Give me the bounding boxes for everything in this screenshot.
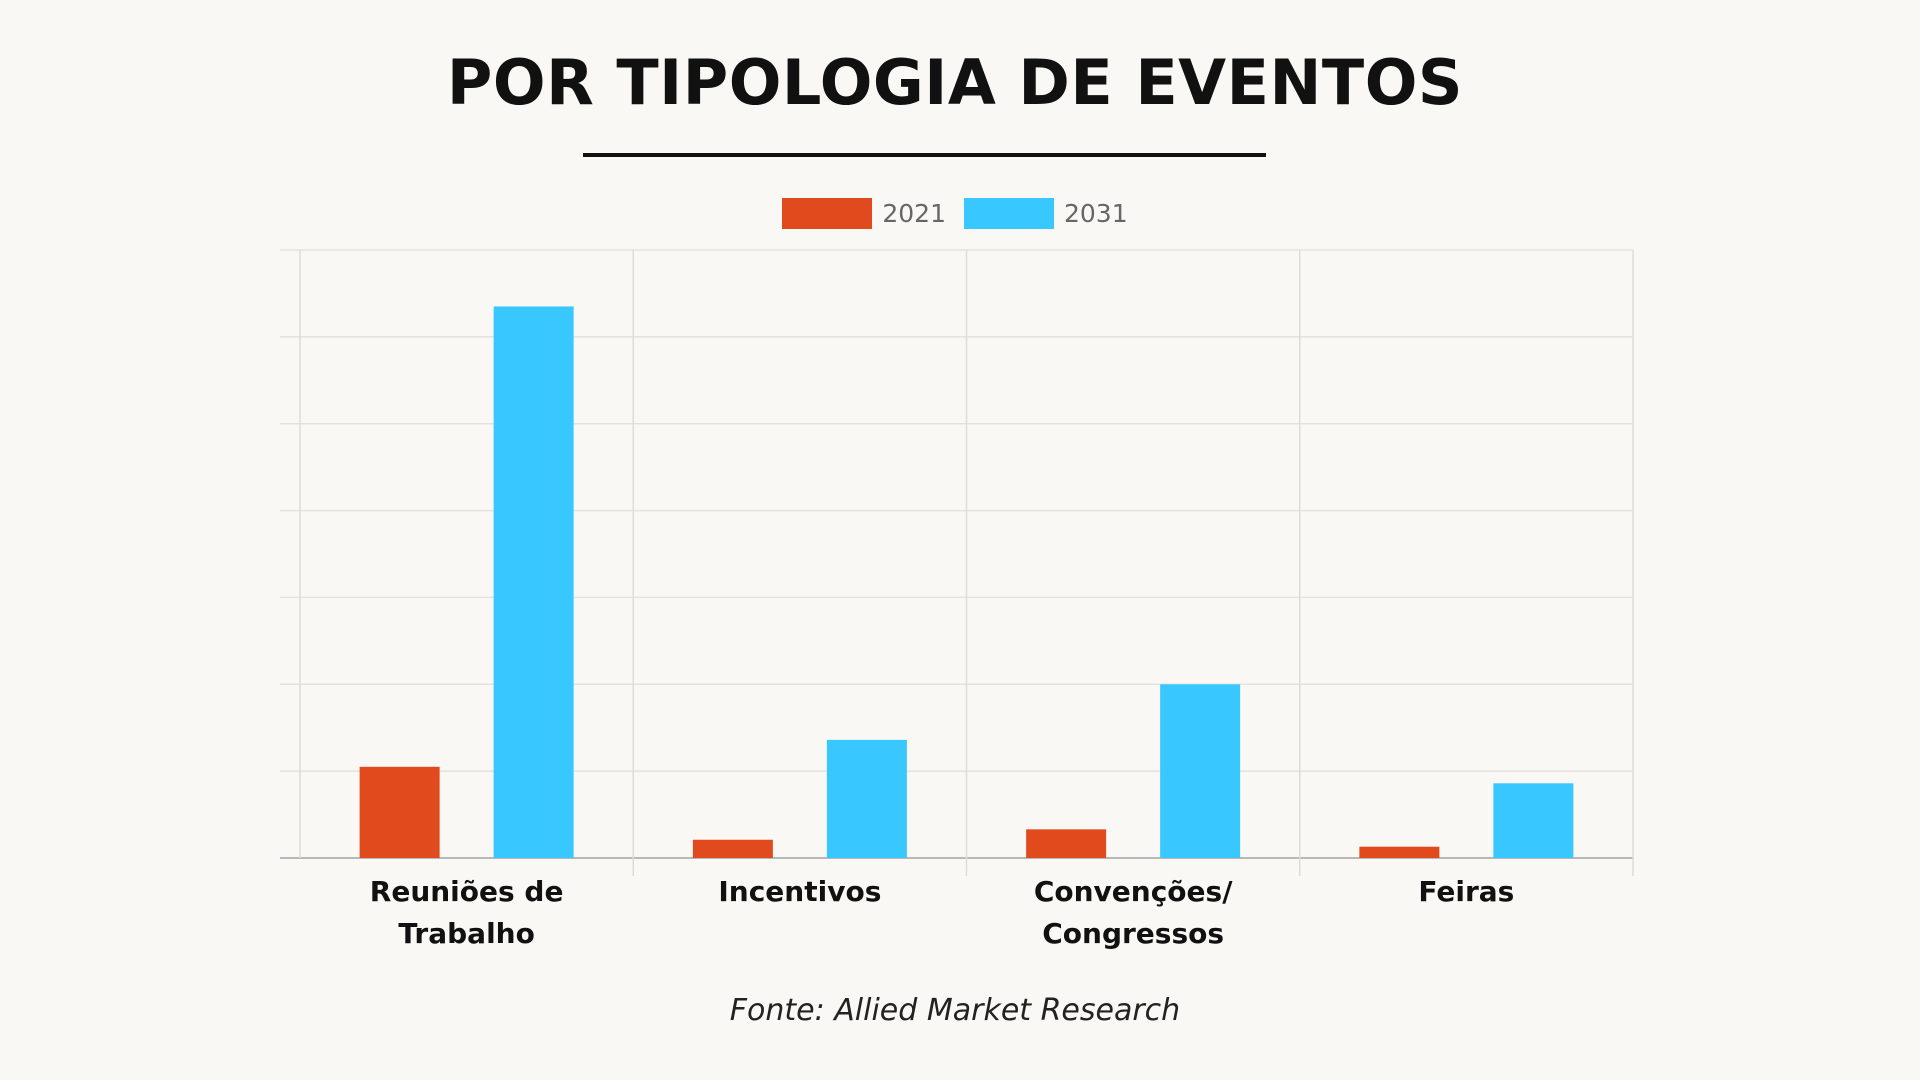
title-underline <box>583 153 1266 157</box>
legend: 2021 2031 <box>0 198 1910 229</box>
bar-2031-2 <box>1160 684 1241 858</box>
bar-2021-0 <box>359 766 440 858</box>
legend-label-2021: 2021 <box>882 199 946 228</box>
bar-2021-1 <box>692 839 773 858</box>
category-label: Incentivos <box>718 875 882 908</box>
legend-item-2021: 2021 <box>782 198 946 229</box>
legend-swatch-2021 <box>782 198 873 229</box>
legend-label-2031: 2031 <box>1064 199 1128 228</box>
source-note: Fonte: Allied Market Research <box>729 993 1181 1028</box>
bar-2031-3 <box>1493 783 1574 858</box>
legend-swatch-2031 <box>964 198 1054 229</box>
bar-2021-3 <box>1359 846 1440 858</box>
bar-2031-1 <box>826 739 907 858</box>
category-label: Reuniões de Trabalho <box>369 875 564 950</box>
bar-2021-2 <box>1026 829 1107 858</box>
legend-item-2031: 2031 <box>964 198 1128 229</box>
category-label: Feiras <box>1418 875 1515 908</box>
chart-title: POR TIPOLOGIA DE EVENTOS <box>446 46 1464 119</box>
bar-2031-0 <box>493 306 574 858</box>
category-label: Convenções/ Congressos <box>1033 875 1233 950</box>
